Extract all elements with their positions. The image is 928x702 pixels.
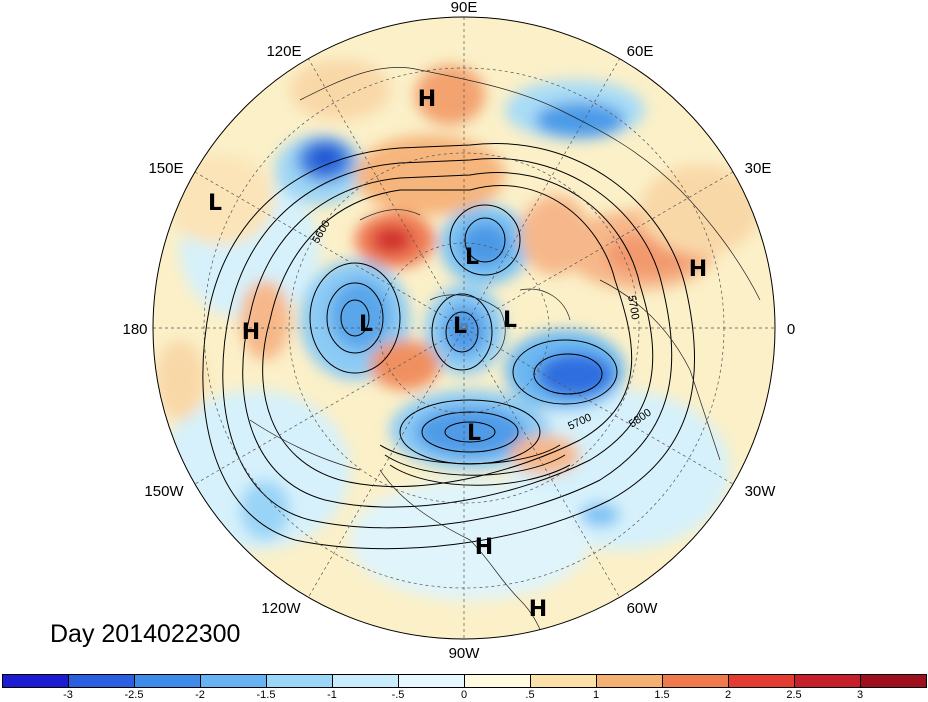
graticule [153, 17, 775, 639]
colorbar-swatch [134, 674, 201, 688]
map-boundary [152, 16, 776, 640]
contour-label: 5700 [625, 294, 641, 320]
pressure-center: H [418, 87, 436, 112]
lon-label-30w: 30W [745, 483, 777, 500]
colorbar: -3 -2.5 -2 -1.5 -1 -.5 0 .5 1 1.5 2 2.5 3 [0, 674, 928, 702]
pressure-center: H [242, 320, 260, 345]
date-caption: Day 2014022300 [50, 620, 241, 648]
lon-label-60w: 60W [627, 600, 659, 617]
lon-label-120w: 120W [261, 600, 301, 617]
lon-label-90w: 90W [449, 645, 481, 662]
pressure-center: L [453, 314, 467, 339]
pressure-center: L [465, 245, 479, 270]
colorbar-tick-label: .5 [525, 689, 535, 701]
colorbar-swatch [464, 674, 531, 688]
colorbar-tick-label: -3 [63, 689, 73, 701]
colorbar-swatch [860, 674, 927, 688]
colorbar-tick-label: 2.5 [786, 689, 802, 701]
pressure-center: H [529, 597, 547, 622]
colorbar-swatch [68, 674, 135, 688]
colorbar-swatch [728, 674, 795, 688]
pressure-center: H [689, 257, 707, 282]
colorbar-tick-label: -2.5 [124, 689, 144, 701]
colorbar-tick-label: 0 [460, 689, 468, 701]
colorbar-swatch [398, 674, 465, 688]
colorbar-tick-label: -2 [195, 689, 205, 701]
colorbar-tick-label: 2 [724, 689, 732, 701]
lon-label-60e: 60E [627, 43, 654, 60]
lon-label-150w: 150W [144, 483, 184, 500]
colorbar-tick-label: -1 [327, 689, 337, 701]
colorbar-tick-label: 3 [856, 689, 864, 701]
pressure-center: L [359, 312, 373, 337]
anomaly-field [155, 60, 760, 600]
colorbar-swatch [530, 674, 597, 688]
colorbar-tick-label: 1 [592, 689, 600, 701]
lon-label-120e: 120E [266, 43, 301, 60]
pressure-center: L [503, 308, 517, 333]
colorbar-tick-label: -.5 [391, 689, 405, 701]
colorbar-swatch [266, 674, 333, 688]
pressure-center: H [475, 535, 493, 560]
coastlines [249, 67, 761, 639]
pressure-center: L [467, 421, 481, 446]
colorbar-swatch [332, 674, 399, 688]
colorbar-swatch [596, 674, 663, 688]
colorbar-swatch [662, 674, 729, 688]
lon-label-30e: 30E [745, 160, 772, 177]
colorbar-tick-label: -1.5 [256, 689, 276, 701]
pressure-center: L [208, 191, 222, 216]
colorbar-swatch [2, 674, 69, 688]
lon-label-0: 0 [787, 321, 795, 338]
lon-label-150e: 150E [148, 160, 183, 177]
lon-label-90e: 90E [451, 0, 478, 16]
lon-label-180: 180 [122, 321, 147, 338]
colorbar-tick-label: 1.5 [654, 689, 670, 701]
colorbar-swatch [794, 674, 861, 688]
colorbar-swatch [200, 674, 267, 688]
